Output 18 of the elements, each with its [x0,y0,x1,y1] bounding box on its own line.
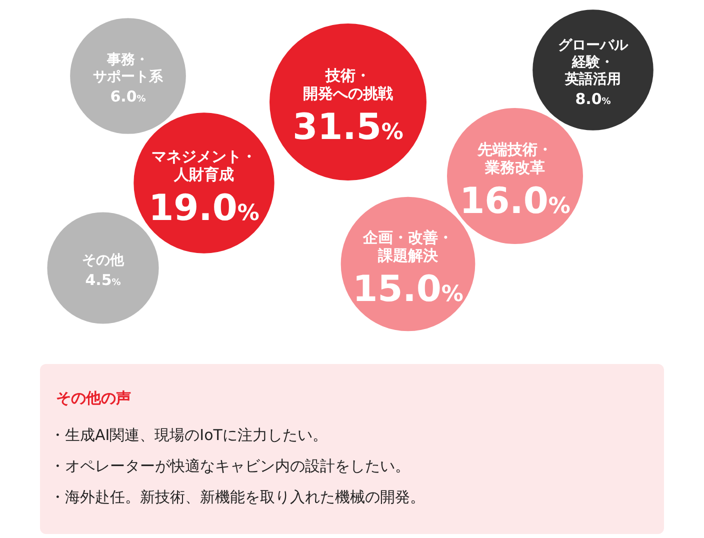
text: その他の声 [56,389,131,407]
category-label: 先端技術・業務改革 [476,140,552,177]
data-label: 16.0% [460,180,570,222]
data-label: 4.5% [85,270,121,289]
data-label: 6.0% [110,87,146,106]
text: ・生成AI関連、現場のIoTに注力したい。 [50,426,328,444]
category-label: その他 [82,252,125,269]
category-label: 企画・改善・課題解決 [362,228,453,265]
data-label: 15.0% [352,268,464,310]
data-label: 8.0% [575,90,611,108]
category-label: マネジメント・人財育成 [152,148,256,184]
text: ・オペレーターが快適なキャビン内の設計をしたい。 [50,457,410,475]
category-label: 技術・開発への挑戦 [303,66,393,103]
text: ・海外赴任。新技術、新機能を取り入れた機械の開発。 [50,488,425,506]
data-label: 31.5% [292,106,404,148]
category-label: 事務・サポート系 [93,52,164,86]
data-label: 19.0% [148,188,260,229]
category-label: グローバル経験・英語活用 [558,38,629,88]
